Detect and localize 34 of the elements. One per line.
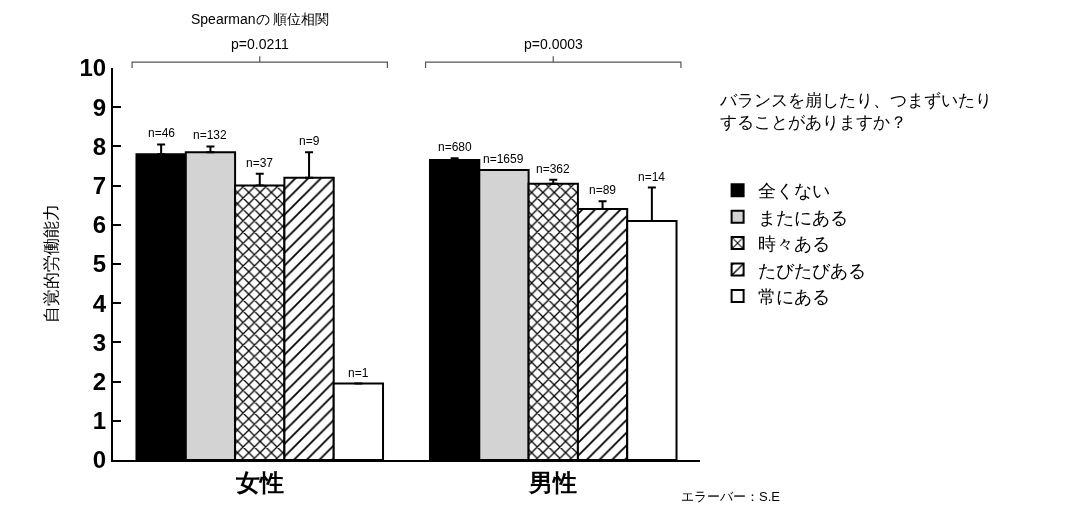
text: 時々ある (757, 234, 830, 255)
legend-title: バランスを崩したり、つまずいたりすることがありますか？ (718, 90, 992, 132)
legend-label: 全くない (757, 181, 830, 202)
y-tick-label: 0 (92, 446, 107, 474)
y-tick-label: 10 (79, 54, 107, 82)
legend-label: 常にある (757, 286, 830, 307)
text: p=0.0003 (524, 36, 583, 52)
y-axis-title: 自覚的労働能力 (41, 204, 61, 324)
x-tick-label: 男性 (528, 468, 578, 496)
text: たびたびある (757, 260, 866, 281)
text: Spearmanの 順位相関 (191, 11, 330, 27)
annotation: n=132 (193, 128, 228, 142)
y-tick-label: 7 (92, 172, 107, 199)
annotation: n=680 (438, 140, 473, 154)
annotation: n=362 (536, 162, 571, 176)
legend-label: またにある (757, 207, 848, 228)
x-tick-label: 女性 (234, 468, 284, 496)
annotation: n=14 (638, 170, 666, 184)
y-tick-label: 3 (92, 328, 107, 356)
text: エラーバー：S.E (681, 489, 781, 504)
annotation: n=9 (299, 134, 320, 148)
y-tick-label: 6 (92, 211, 107, 239)
annotation: n=1 (348, 366, 369, 380)
annotation: n=46 (148, 126, 176, 140)
y-tick-label: 9 (92, 93, 107, 121)
annotation: n=89 (589, 183, 617, 197)
annotation: n=1659 (483, 152, 524, 166)
y-tick-label: 4 (92, 289, 107, 317)
y-tick-label: 2 (92, 368, 107, 395)
y-tick-label: 1 (92, 407, 107, 435)
text: p=0.0211 (231, 36, 289, 52)
y-tick-label: 5 (92, 250, 107, 278)
annotation: n=37 (246, 156, 274, 170)
y-tick-label: 8 (92, 132, 107, 160)
